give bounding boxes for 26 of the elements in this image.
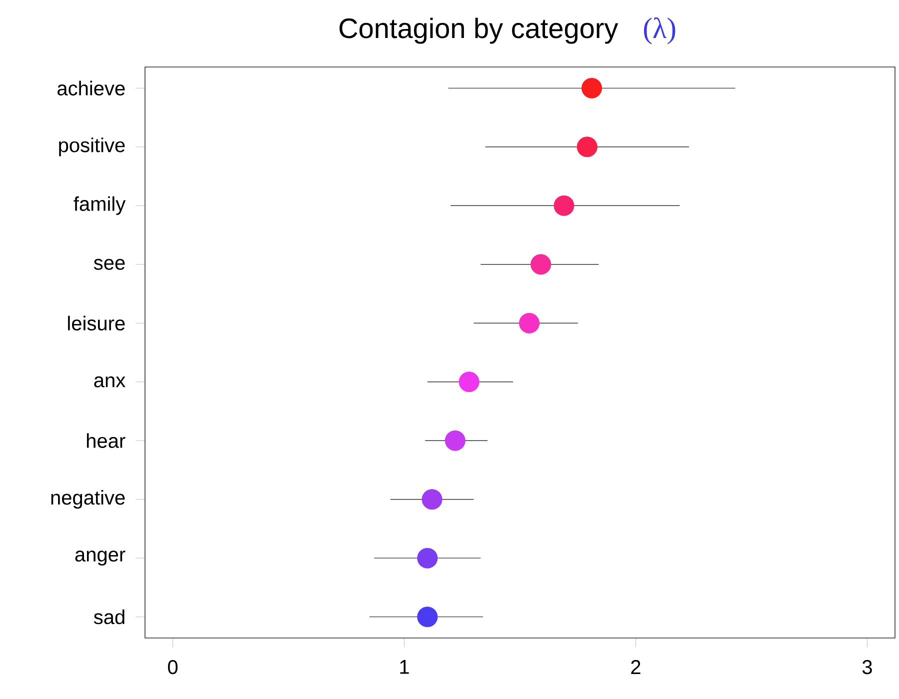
y-tick-label: sad (94, 610, 124, 624)
y-tick-label: hear (86, 433, 126, 448)
point (417, 606, 438, 628)
y-tick-label: positive (59, 138, 125, 156)
point (518, 312, 540, 334)
point (530, 254, 552, 275)
y-tick-label: achieve (58, 80, 125, 96)
y-tick-label: negative (51, 490, 125, 509)
point (576, 136, 598, 158)
y-tick-label: see (94, 258, 125, 270)
y-tick-label: leisure (68, 316, 125, 330)
point (417, 548, 438, 568)
point (422, 489, 442, 510)
point (581, 78, 602, 98)
x-tick-label: 2 (631, 660, 640, 674)
x-tick-label: 0 (168, 660, 178, 674)
y-tick-label: anger (75, 550, 126, 566)
point (458, 372, 480, 392)
point (444, 430, 466, 451)
point (554, 195, 574, 216)
x-tick-label: 1 (400, 660, 409, 674)
text: (λ) (644, 17, 676, 44)
y-tick-label: anx (94, 376, 126, 388)
chart-title: Contagion by category (340, 18, 618, 44)
y-tick-label: family (74, 196, 126, 215)
x-tick-label: 3 (862, 660, 872, 674)
